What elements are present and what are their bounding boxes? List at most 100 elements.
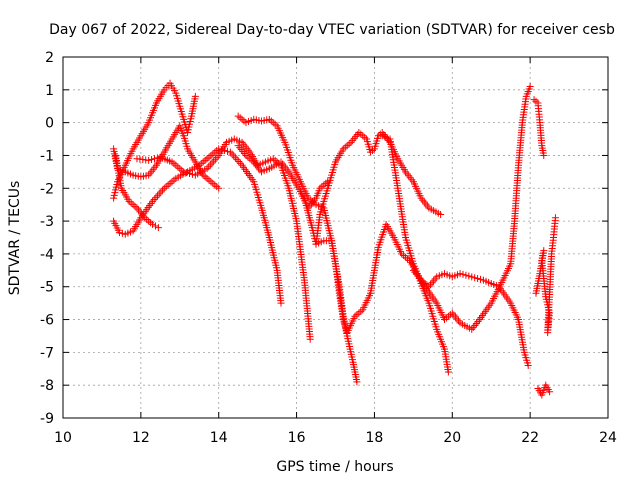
data-point-s10 xyxy=(465,272,473,280)
data-point-s6 xyxy=(267,117,275,125)
plot-frame xyxy=(62,56,609,419)
data-point-s8 xyxy=(402,253,410,261)
data-point-s6 xyxy=(236,114,244,122)
data-point-s2 xyxy=(149,220,157,228)
data-point-s2 xyxy=(129,201,137,209)
y-tick-label: -1 xyxy=(40,148,54,164)
y-tick-label: -6 xyxy=(40,313,54,329)
data-point-s3 xyxy=(236,159,244,167)
data-point-s8 xyxy=(444,312,452,320)
data-point-s4 xyxy=(176,165,184,173)
y-tick-label: 0 xyxy=(45,116,54,132)
data-point-s4 xyxy=(208,159,216,167)
data-point-s1 xyxy=(211,181,219,189)
y-axis-label: SDTVAR / TECUs xyxy=(7,181,23,296)
data-point-s8 xyxy=(353,311,361,319)
data-point-s4 xyxy=(183,169,191,177)
x-axis-label: GPS time / hours xyxy=(276,459,393,475)
y-tick-label: -8 xyxy=(40,378,54,394)
data-point-s6 xyxy=(234,112,242,120)
data-point-s0 xyxy=(191,92,199,100)
data-point-s2 xyxy=(131,202,139,210)
data-point-s2 xyxy=(154,224,162,232)
data-point-s5 xyxy=(341,143,349,151)
data-point-s3 xyxy=(277,299,285,307)
grid-lines xyxy=(63,57,608,418)
data-point-s11 xyxy=(551,214,559,222)
data-point-s3 xyxy=(154,192,162,200)
data-point-s6 xyxy=(269,119,277,127)
x-tick-label: 20 xyxy=(443,430,461,446)
data-point-s3 xyxy=(223,147,231,155)
data-point-s2 xyxy=(145,217,153,225)
data-point-s3 xyxy=(159,186,167,194)
data-point-s3 xyxy=(150,196,158,204)
data-point-s8 xyxy=(357,307,365,315)
y-tick-label: -5 xyxy=(40,280,54,296)
x-tick-label: 24 xyxy=(599,430,617,446)
data-point-s4 xyxy=(174,163,182,171)
data-point-s10 xyxy=(474,275,482,283)
data-point-s10 xyxy=(462,271,470,279)
x-tick-label: 12 xyxy=(132,430,150,446)
data-point-s10 xyxy=(459,270,467,278)
data-point-s3 xyxy=(199,158,207,166)
data-point-s4 xyxy=(205,163,213,171)
data-point-s1 xyxy=(207,178,215,186)
data-point-s10 xyxy=(477,275,485,283)
x-tick-label: 14 xyxy=(210,430,228,446)
data-point-s3 xyxy=(233,156,241,164)
data-point-s5 xyxy=(343,142,351,150)
data-point-s6 xyxy=(238,115,246,123)
data-point-s3 xyxy=(235,158,243,166)
y-tick-label: -9 xyxy=(40,411,54,427)
data-point-s6 xyxy=(240,117,248,125)
data-point-s1 xyxy=(203,174,211,182)
y-tick-label: 2 xyxy=(45,50,54,66)
data-point-s11 xyxy=(530,96,538,104)
data-point-s1 xyxy=(215,184,223,192)
data-point-s3 xyxy=(164,181,172,189)
data-point-s9 xyxy=(444,368,452,376)
data-point-s3 xyxy=(201,156,209,164)
data-point-s11 xyxy=(540,151,548,159)
data-point-s4 xyxy=(180,168,188,176)
data-point-s8 xyxy=(442,314,450,322)
data-point-s5 xyxy=(359,132,367,140)
data-point-s11 xyxy=(546,388,554,396)
y-tick-label: -4 xyxy=(40,247,54,263)
data-point-s3 xyxy=(170,176,178,184)
data-marks xyxy=(110,79,559,399)
x-tick-label: 16 xyxy=(288,430,306,446)
data-point-s4 xyxy=(206,161,214,169)
data-point-s4 xyxy=(306,335,314,343)
data-point-s5 xyxy=(345,140,353,148)
data-point-s5 xyxy=(437,211,445,219)
data-point-s8 xyxy=(400,252,408,260)
data-point-s4 xyxy=(271,156,279,164)
y-tick-label: -2 xyxy=(40,181,54,197)
chart-title: Day 067 of 2022, Sidereal Day-to-day VTE… xyxy=(49,22,615,38)
x-tick-label: 18 xyxy=(366,430,384,446)
data-point-s3 xyxy=(152,194,160,202)
data-point-s10 xyxy=(471,274,479,282)
data-point-s10 xyxy=(524,361,532,369)
data-point-s3 xyxy=(166,179,174,187)
data-point-s3 xyxy=(157,188,165,196)
data-point-s8 xyxy=(526,83,534,91)
data-point-s1 xyxy=(209,179,217,187)
data-point-s3 xyxy=(205,153,213,161)
data-point-s4 xyxy=(150,155,158,163)
data-point-s3 xyxy=(231,154,239,162)
data-point-s4 xyxy=(186,170,194,178)
data-point-s10 xyxy=(456,270,464,278)
data-point-s3 xyxy=(168,178,176,186)
data-point-s4 xyxy=(145,156,153,164)
x-tick-label: 22 xyxy=(521,430,539,446)
data-point-s1 xyxy=(205,176,213,184)
data-point-s3 xyxy=(155,190,163,198)
data-point-s4 xyxy=(148,156,156,164)
data-point-s3 xyxy=(160,184,168,192)
